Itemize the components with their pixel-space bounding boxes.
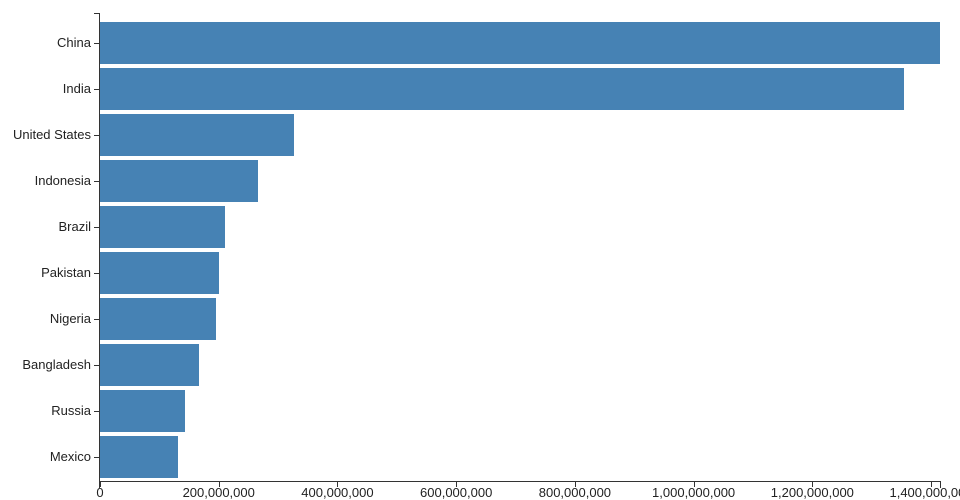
y-tick-china bbox=[94, 43, 100, 44]
bar-bangladesh bbox=[100, 344, 199, 386]
bar-mexico bbox=[100, 436, 178, 478]
x-tick-4 bbox=[575, 482, 576, 487]
y-axis-outer-tick bbox=[94, 13, 100, 14]
y-axis-line bbox=[99, 13, 100, 482]
x-label-7: 1,400,000,000 bbox=[889, 485, 960, 500]
y-label-pakistan: Pakistan bbox=[41, 265, 91, 280]
y-tick-united-states bbox=[94, 135, 100, 136]
bar-china bbox=[100, 22, 940, 64]
x-label-3: 600,000,000 bbox=[420, 485, 493, 500]
x-tick-1 bbox=[219, 482, 220, 487]
x-tick-2 bbox=[337, 482, 338, 487]
bar-india bbox=[100, 68, 904, 110]
bar-pakistan bbox=[100, 252, 220, 294]
y-label-india: India bbox=[62, 81, 91, 96]
bar-nigeria bbox=[100, 298, 217, 340]
bar-united-states bbox=[100, 114, 294, 156]
x-label-0: 0 bbox=[96, 485, 104, 500]
x-axis-line bbox=[99, 481, 941, 488]
x-tick-5 bbox=[694, 482, 695, 487]
y-label-indonesia: Indonesia bbox=[34, 173, 91, 188]
x-label-6: 1,200,000,000 bbox=[770, 485, 854, 500]
x-tick-7 bbox=[931, 482, 932, 487]
y-tick-pakistan bbox=[94, 273, 100, 274]
y-tick-brazil bbox=[94, 227, 100, 228]
x-label-1: 200,000,000 bbox=[182, 485, 255, 500]
y-tick-bangladesh bbox=[94, 365, 100, 366]
bar-brazil bbox=[100, 206, 226, 248]
y-tick-russia bbox=[94, 411, 100, 412]
y-label-russia: Russia bbox=[51, 403, 91, 418]
y-label-brazil: Brazil bbox=[58, 219, 91, 234]
y-label-mexico: Mexico bbox=[49, 449, 91, 464]
y-tick-indonesia bbox=[94, 181, 100, 182]
y-label-china: China bbox=[57, 35, 91, 50]
x-label-5: 1,000,000,000 bbox=[652, 485, 736, 500]
x-tick-3 bbox=[456, 482, 457, 487]
x-label-2: 400,000,000 bbox=[301, 485, 374, 500]
bar-indonesia bbox=[100, 160, 259, 202]
y-label-united-states: United States bbox=[12, 127, 91, 142]
y-tick-mexico bbox=[94, 457, 100, 458]
y-tick-india bbox=[94, 89, 100, 90]
y-tick-nigeria bbox=[94, 319, 100, 320]
y-label-bangladesh: Bangladesh bbox=[22, 357, 91, 372]
bar-russia bbox=[100, 390, 186, 432]
x-label-4: 800,000,000 bbox=[538, 485, 612, 500]
x-tick-6 bbox=[812, 482, 813, 487]
y-label-nigeria: Nigeria bbox=[49, 311, 91, 326]
x-tick-0 bbox=[100, 482, 101, 487]
